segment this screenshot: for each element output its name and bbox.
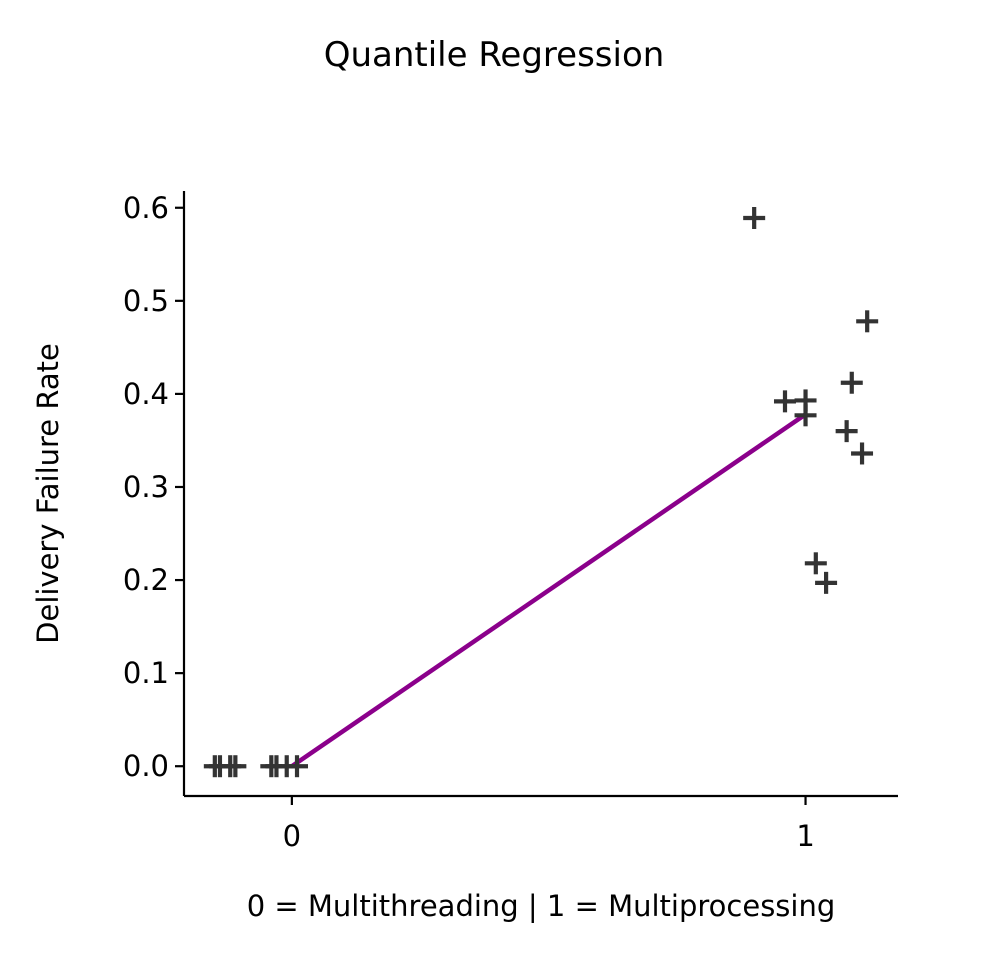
y-tick-label: 0.4 — [123, 377, 169, 411]
data-point — [841, 372, 863, 394]
data-point — [836, 420, 858, 442]
data-point — [851, 442, 873, 464]
x-tick-label: 1 — [796, 819, 814, 853]
data-point — [805, 552, 827, 574]
y-tick-label: 0.0 — [123, 749, 169, 783]
data-point — [815, 572, 837, 594]
data-point — [774, 390, 796, 412]
data-point — [224, 755, 246, 777]
regression-line — [292, 414, 806, 766]
y-tick-label: 0.5 — [123, 284, 169, 318]
y-axis-ticks: 0.0 0.1 0.2 0.3 0.4 0.5 0.6 — [123, 191, 184, 783]
data-point — [795, 404, 817, 426]
y-tick-label: 0.6 — [123, 191, 169, 225]
x-axis-label: 0 = Multithreading | 1 = Multiprocessing — [247, 889, 836, 923]
data-point — [856, 310, 878, 332]
y-tick-label: 0.1 — [123, 656, 169, 690]
y-tick-label: 0.2 — [123, 563, 169, 597]
y-axis-label: Delivery Failure Rate — [31, 343, 65, 644]
plot-marks — [204, 207, 878, 777]
chart-title: Quantile Regression — [324, 35, 665, 75]
y-tick-label: 0.3 — [123, 470, 169, 504]
data-point — [743, 207, 765, 229]
x-tick-label: 0 — [283, 819, 301, 853]
